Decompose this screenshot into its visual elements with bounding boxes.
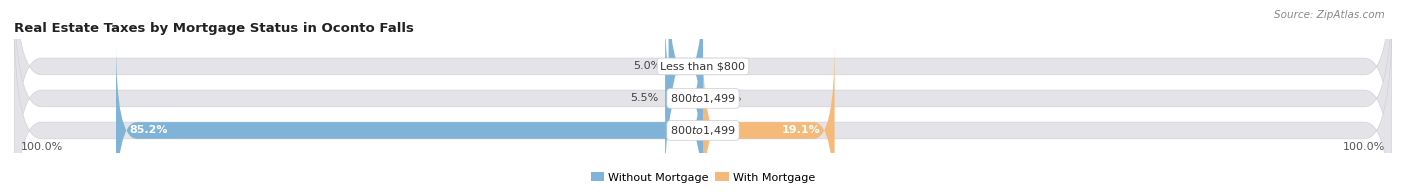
Text: 19.1%: 19.1% <box>782 125 821 135</box>
Text: Less than $800: Less than $800 <box>661 61 745 71</box>
Legend: Without Mortgage, With Mortgage: Without Mortgage, With Mortgage <box>586 168 820 187</box>
Text: 0.0%: 0.0% <box>713 61 741 71</box>
FancyBboxPatch shape <box>665 11 703 186</box>
FancyBboxPatch shape <box>14 11 1392 196</box>
Text: 100.0%: 100.0% <box>1343 142 1385 152</box>
Text: 0.0%: 0.0% <box>713 93 741 103</box>
Text: Real Estate Taxes by Mortgage Status in Oconto Falls: Real Estate Taxes by Mortgage Status in … <box>14 22 413 35</box>
Text: $800 to $1,499: $800 to $1,499 <box>671 92 735 105</box>
Text: Source: ZipAtlas.com: Source: ZipAtlas.com <box>1274 10 1385 20</box>
Text: 5.5%: 5.5% <box>630 93 658 103</box>
Text: $800 to $1,499: $800 to $1,499 <box>671 124 735 137</box>
Text: 5.0%: 5.0% <box>634 61 662 71</box>
FancyBboxPatch shape <box>14 0 1392 196</box>
FancyBboxPatch shape <box>703 43 835 196</box>
FancyBboxPatch shape <box>14 0 1392 186</box>
Text: 85.2%: 85.2% <box>129 125 169 135</box>
Text: 100.0%: 100.0% <box>21 142 63 152</box>
FancyBboxPatch shape <box>117 43 703 196</box>
FancyBboxPatch shape <box>669 0 703 154</box>
